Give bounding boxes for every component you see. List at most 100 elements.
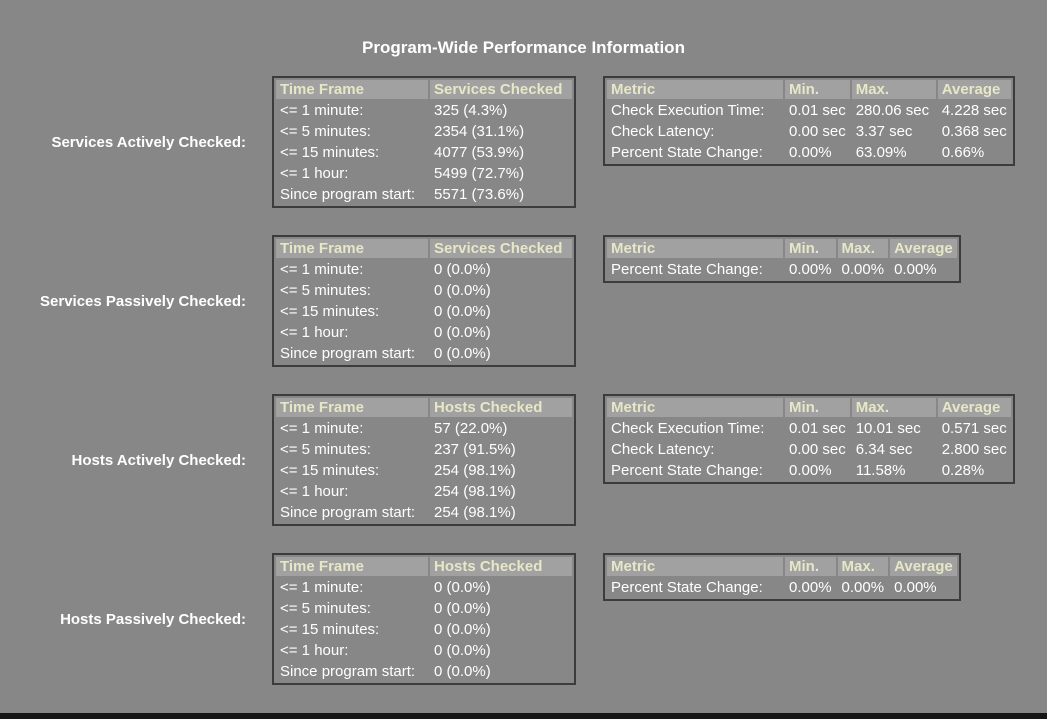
table-cell: Since program start: [280, 186, 416, 203]
section-label: Hosts Actively Checked: [71, 451, 246, 469]
column-header: Max. [837, 239, 889, 258]
section-services-actively-checked: Services Actively Checked: Time Frame Ser… [0, 76, 1047, 208]
table-row: <= 1 hour: 5499 (72.7%) [276, 164, 572, 183]
table-row: <= 1 hour: 0 (0.0%) [276, 641, 572, 660]
table-row: <= 5 minutes: 0 (0.0%) [276, 281, 572, 300]
table-cell: <= 5 minutes: [280, 282, 371, 299]
table-row: Percent State Change: 0.00% 11.58% 0.28% [607, 461, 1011, 480]
column-header: Average [890, 239, 957, 258]
table-cell: 0.01 sec [789, 420, 846, 437]
column-header: Services Checked [430, 80, 572, 99]
table-row: Check Latency: 0.00 sec 3.37 sec 0.368 sec [607, 122, 1011, 141]
table-row: <= 1 minute: 0 (0.0%) [276, 260, 572, 279]
section-hosts-actively-checked: Hosts Actively Checked: Time Frame Hosts … [0, 394, 1047, 526]
table-cell: Since program start: [280, 504, 416, 521]
table-cell: 0.571 sec [941, 420, 1007, 437]
table-cell: 4077 (53.9%) [434, 144, 525, 161]
table-cell: 4.228 sec [941, 102, 1007, 119]
column-header: Min. [785, 557, 836, 576]
table-cell: Check Latency: [611, 441, 715, 458]
table-cell: 11.58% [855, 462, 906, 479]
table-cell: 0.01 sec [789, 102, 846, 119]
table-row: Since program start: 5571 (73.6%) [276, 185, 572, 204]
table-cell: 5499 (72.7%) [434, 165, 525, 182]
table-cell: 254 (98.1%) [434, 462, 516, 479]
section-label: Hosts Passively Checked: [60, 610, 246, 628]
table-cell: <= 15 minutes: [280, 462, 380, 479]
table-cell: 254 (98.1%) [434, 504, 516, 521]
table-cell: <= 5 minutes: [280, 441, 371, 458]
table-cell: 0 (0.0%) [434, 303, 491, 320]
table-cell: Percent State Change: [611, 144, 763, 161]
table-row: <= 1 minute: 0 (0.0%) [276, 578, 572, 597]
column-header: Services Checked [430, 239, 572, 258]
table-cell: 0.00% [894, 261, 937, 278]
table-cell: Percent State Change: [611, 579, 763, 596]
section-label: Services Actively Checked: [51, 133, 246, 151]
table-cell: 0 (0.0%) [434, 642, 491, 659]
timeframe-table: Time Frame Services Checked <= 1 minute: 0… [272, 235, 576, 367]
timeframe-table: Time Frame Services Checked <= 1 minute: 3… [272, 76, 576, 208]
table-cell: Check Execution Time: [611, 102, 765, 119]
table-cell: 0 (0.0%) [434, 345, 491, 362]
column-header: Hosts Checked [430, 398, 572, 417]
column-header: Min. [785, 239, 836, 258]
section-tables: Time Frame Hosts Checked <= 1 minute: 0 (0… [272, 553, 961, 685]
header-row: Metric Min. Max. Average [607, 398, 1011, 417]
table-cell: 63.09% [855, 144, 907, 161]
column-header: Metric [607, 80, 783, 99]
table-row: Check Latency: 0.00 sec 6.34 sec 2.800 sec [607, 440, 1011, 459]
column-header: Time Frame [276, 239, 428, 258]
table-cell: Percent State Change: [611, 462, 763, 479]
table-cell: Since program start: [280, 663, 416, 680]
column-header: Max. [851, 80, 936, 99]
performance-info-page: Program-Wide Performance Information Ser… [0, 38, 1047, 685]
table-row: Since program start: 0 (0.0%) [276, 344, 572, 363]
header-row: Time Frame Hosts Checked [276, 557, 572, 576]
table-row: Percent State Change: 0.00% 63.09% 0.66% [607, 143, 1011, 162]
table-row: Check Execution Time: 0.01 sec 10.01 sec 0.… [607, 419, 1011, 438]
header-row: Metric Min. Max. Average [607, 239, 957, 258]
metric-table: Metric Min. Max. Average Percent State Chan… [603, 235, 961, 283]
table-cell: <= 1 minute: [280, 261, 364, 278]
column-header: Time Frame [276, 557, 428, 576]
table-cell: Check Latency: [611, 123, 715, 140]
column-header: Min. [785, 80, 850, 99]
table-cell: 6.34 sec [855, 441, 913, 458]
section-label: Services Passively Checked: [40, 292, 246, 310]
table-cell: 280.06 sec [855, 102, 930, 119]
metric-table: Metric Min. Max. Average Check Execution Ti… [603, 76, 1015, 166]
table-cell: 57 (22.0%) [434, 420, 508, 437]
header-row: Metric Min. Max. Average [607, 80, 1011, 99]
table-cell: Since program start: [280, 345, 416, 362]
table-cell: <= 15 minutes: [280, 144, 380, 161]
header-row: Time Frame Services Checked [276, 80, 572, 99]
table-cell: 0.368 sec [941, 123, 1007, 140]
column-header: Max. [837, 557, 889, 576]
table-cell: 0 (0.0%) [434, 282, 491, 299]
table-cell: 0.00 sec [789, 441, 846, 458]
table-cell: 0.00% [789, 261, 832, 278]
table-cell: 2354 (31.1%) [434, 123, 525, 140]
table-cell: 0 (0.0%) [434, 579, 491, 596]
table-cell: 0.28% [941, 462, 985, 479]
header-row: Metric Min. Max. Average [607, 557, 957, 576]
table-cell: <= 1 minute: [280, 102, 364, 119]
section-services-passively-checked: Services Passively Checked: Time Frame Se… [0, 235, 1047, 367]
table-cell: Percent State Change: [611, 261, 763, 278]
table-row: <= 15 minutes: 254 (98.1%) [276, 461, 572, 480]
table-cell: <= 1 hour: [280, 642, 349, 659]
table-cell: 0.00% [894, 579, 937, 596]
table-cell: 0.66% [941, 144, 985, 161]
column-header: Hosts Checked [430, 557, 572, 576]
table-cell: 0.00% [789, 462, 832, 479]
table-row: Percent State Change: 0.00% 0.00% 0.00% [607, 260, 957, 279]
header-row: Time Frame Hosts Checked [276, 398, 572, 417]
page-title: Program-Wide Performance Information [362, 38, 685, 57]
column-header: Average [937, 80, 1011, 99]
metric-table: Metric Min. Max. Average Check Execution Ti… [603, 394, 1015, 484]
table-row: <= 15 minutes: 4077 (53.9%) [276, 143, 572, 162]
table-cell: 325 (4.3%) [434, 102, 508, 119]
table-cell: <= 1 hour: [280, 483, 349, 500]
table-cell: 0 (0.0%) [434, 621, 491, 638]
